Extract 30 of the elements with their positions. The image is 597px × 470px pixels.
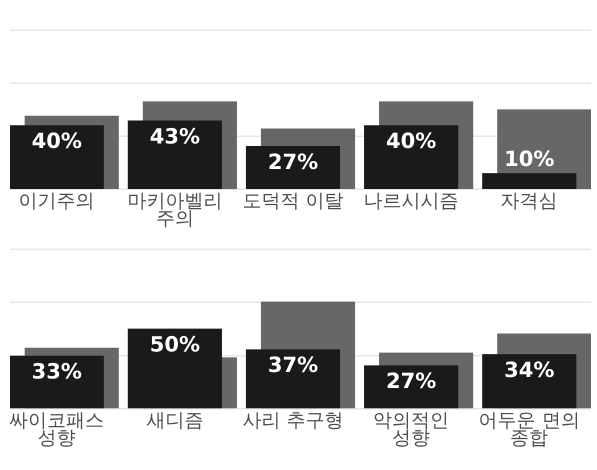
data-label: 43% [150,124,200,148]
bar [10,356,104,408]
bar [246,146,340,189]
x-tick-label: 이기주의 [18,190,95,212]
bar [364,125,458,189]
data-label: 10% [504,146,554,171]
bar [128,328,222,408]
data-label: 40% [386,129,436,154]
data-label: 40% [32,129,82,154]
bar [364,365,458,408]
x-tick-label: 자격심 [500,190,558,212]
x-tick-label: 악의적인 성향 [373,409,450,449]
x-tick-label: 도덕적 이탈 [242,190,344,212]
data-label: 50% [150,332,200,356]
x-tick-label: 마키아벨리 주의 [127,190,222,230]
bar [246,349,340,408]
bar [482,354,576,408]
data-label: 27% [268,150,318,174]
data-label: 37% [268,353,318,378]
data-label: 33% [32,360,82,384]
x-tick-label: 어두운 면의 종합 [478,409,580,449]
x-tick-label: 새디즘 [146,409,204,432]
data-label: 27% [386,369,436,394]
x-tick-label: 싸이코패스 성향 [9,409,104,449]
bar [128,120,222,189]
x-tick-label: 나르시시즘 [364,190,459,212]
bar [10,125,104,189]
bar [482,173,576,189]
data-label: 34% [504,358,554,382]
x-tick-label: 사리 추구형 [242,409,344,432]
